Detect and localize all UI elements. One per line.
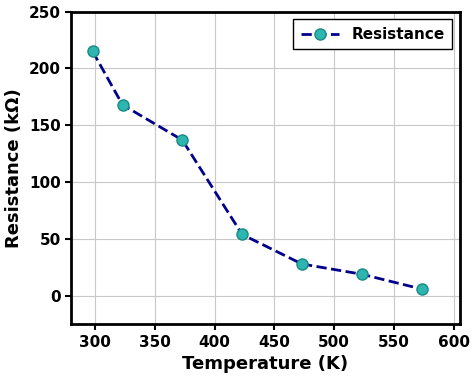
- Resistance: [180, 138, 185, 142]
- Resistance: [419, 287, 424, 291]
- Y-axis label: Resistance (kΩ): Resistance (kΩ): [5, 88, 23, 248]
- Resistance: [119, 103, 125, 107]
- Resistance: [239, 232, 245, 237]
- X-axis label: Temperature (K): Temperature (K): [182, 355, 348, 373]
- Legend: Resistance: Resistance: [293, 19, 452, 49]
- Resistance: [359, 272, 365, 276]
- Resistance: [299, 262, 305, 266]
- Line: Resistance: Resistance: [87, 46, 427, 295]
- Resistance: [90, 49, 95, 54]
